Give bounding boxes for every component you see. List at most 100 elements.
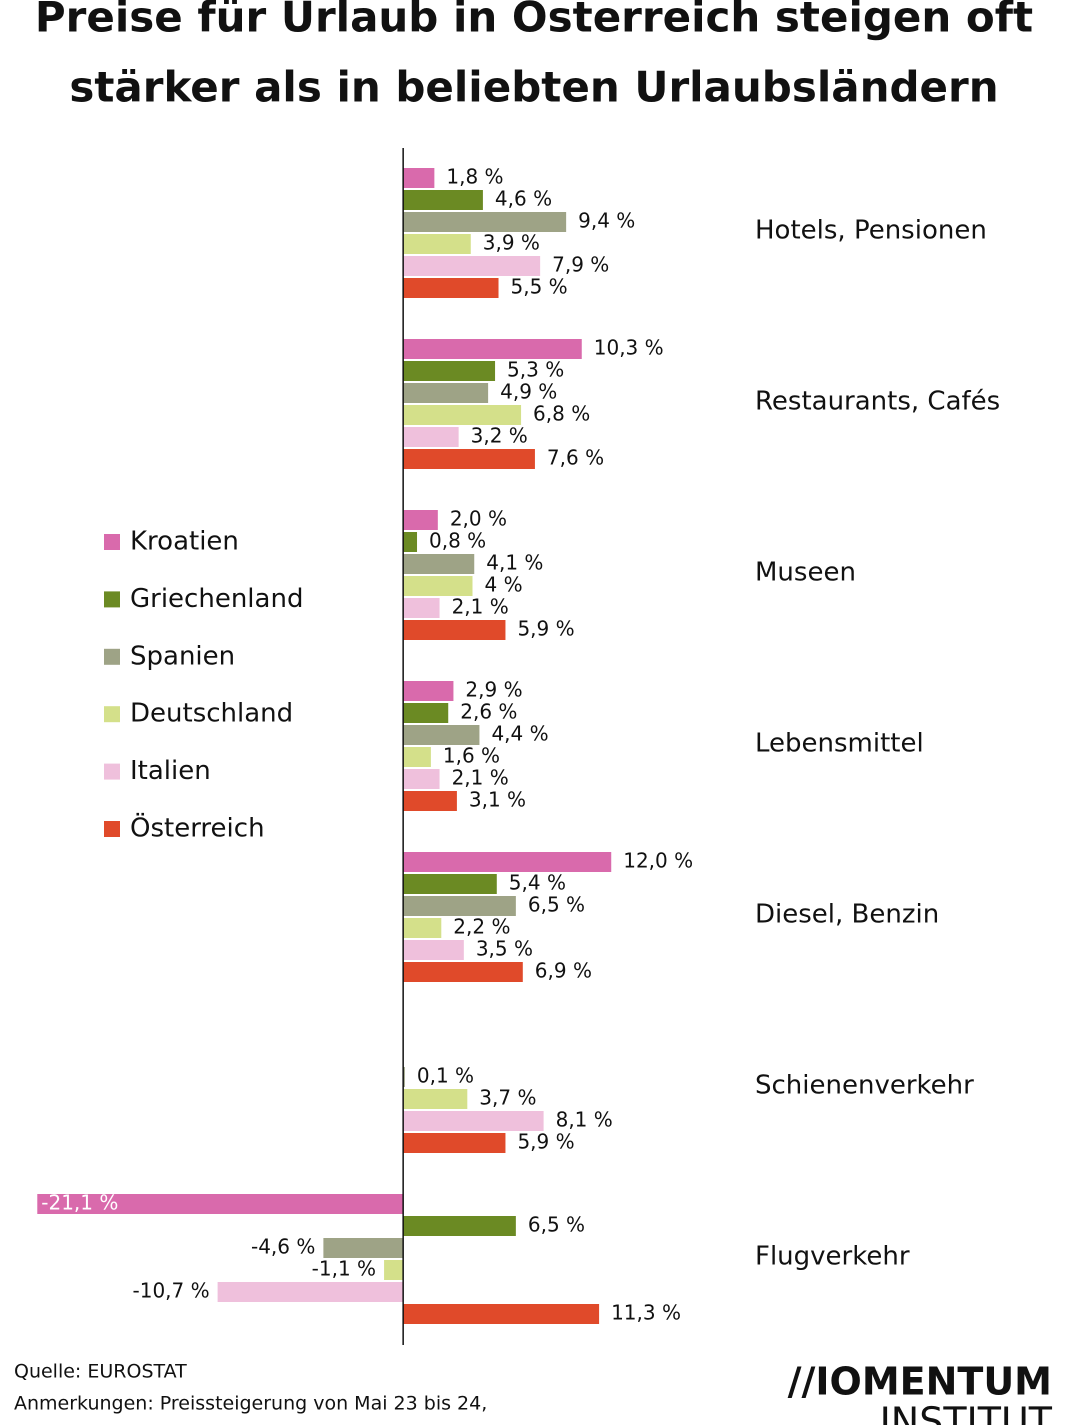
bar [403, 427, 459, 447]
value-label: 8,1 % [556, 1108, 613, 1132]
bar [403, 532, 418, 552]
value-label: 7,9 % [552, 253, 609, 277]
value-label: 2,6 % [460, 700, 517, 724]
logo: //IOMENTUM [788, 1360, 1052, 1404]
value-label: 5,9 % [517, 1130, 574, 1154]
value-label: 11,3 % [611, 1301, 681, 1325]
bar [403, 256, 541, 276]
bar [403, 725, 480, 745]
category-label: Lebensmittel [755, 729, 924, 759]
bar [403, 598, 440, 618]
legend-swatch [104, 706, 120, 723]
bar [403, 212, 567, 232]
value-label: 2,1 % [452, 595, 509, 619]
bar [403, 278, 499, 298]
value-label: 9,4 % [578, 209, 635, 233]
category-label: Flugverkehr [755, 1242, 910, 1272]
value-label: 0,1 % [417, 1064, 474, 1088]
bar [403, 962, 523, 982]
value-label: 2,1 % [452, 766, 509, 790]
value-label: 0,8 % [429, 529, 486, 553]
value-label: -21,1 % [41, 1191, 118, 1215]
bar [403, 449, 535, 469]
legend-label: Griechenland [130, 584, 303, 614]
legend-label: Spanien [130, 641, 235, 671]
value-label: -10,7 % [133, 1279, 210, 1303]
value-label: 4,9 % [500, 380, 557, 404]
value-label: 6,8 % [533, 402, 590, 426]
bar [403, 1067, 405, 1087]
bar [403, 339, 582, 359]
bar [403, 1216, 516, 1236]
source: Quelle: EUROSTAT [14, 1361, 187, 1383]
note: Anmerkungen: Preissteigerung von Mai 23 … [14, 1393, 487, 1415]
value-label: 3,9 % [483, 231, 540, 255]
bar [403, 1089, 468, 1109]
value-label: 3,1 % [469, 788, 526, 812]
value-label: -4,6 % [251, 1235, 315, 1259]
category-label: Restaurants, Cafés [755, 387, 1000, 417]
bar [403, 703, 449, 723]
value-label: 12,0 % [623, 849, 693, 873]
value-label: 2,0 % [450, 507, 507, 531]
bar [403, 747, 431, 767]
bar [403, 1111, 544, 1131]
legend-swatch [104, 648, 120, 665]
bar [403, 361, 496, 381]
value-label: 6,9 % [535, 959, 592, 983]
logo: INSTITUT [880, 1400, 1053, 1425]
value-label: 4,6 % [495, 187, 552, 211]
bar [403, 168, 435, 188]
category-label: Schienenverkehr [755, 1071, 974, 1101]
value-label: 6,5 % [528, 893, 585, 917]
value-label: 7,6 % [547, 446, 604, 470]
bar [403, 940, 464, 960]
legend-label: Italien [130, 756, 211, 786]
bar [403, 576, 473, 596]
chart-title: stärker als in beliebten Urlaubsländern [69, 63, 998, 112]
value-label: 6,5 % [528, 1213, 585, 1237]
legend-swatch [104, 763, 120, 780]
legend-swatch [104, 591, 120, 608]
legend-swatch [104, 821, 120, 837]
bar [403, 1133, 506, 1153]
bar [403, 405, 522, 425]
bar [384, 1260, 404, 1280]
category-label: Diesel, Benzin [755, 900, 939, 930]
value-label: 2,9 % [465, 678, 522, 702]
bar [323, 1238, 404, 1258]
bar [403, 681, 454, 701]
value-label: 5,4 % [509, 871, 566, 895]
category-label: Museen [755, 558, 856, 588]
value-label: 4,4 % [491, 722, 548, 746]
value-label: 10,3 % [594, 336, 664, 360]
bar [217, 1282, 404, 1302]
value-label: 2,2 % [453, 915, 510, 939]
legend-label: Deutschland [130, 699, 293, 729]
bar [403, 791, 457, 811]
bar [403, 1304, 600, 1324]
bar [403, 918, 442, 938]
value-label: 5,5 % [511, 275, 568, 299]
value-label: 1,6 % [443, 744, 500, 768]
bar [403, 383, 489, 403]
value-label: 4 % [485, 573, 523, 597]
value-label: 4,1 % [486, 551, 543, 575]
value-label: 1,8 % [446, 165, 503, 189]
chart-title: Preise für Urlaub in Österreich steigen … [35, 0, 1033, 42]
value-label: 5,3 % [507, 358, 564, 382]
bar [37, 1194, 404, 1214]
legend-label: Kroatien [130, 527, 239, 557]
bar [403, 874, 497, 894]
bar [403, 234, 471, 254]
bar [403, 510, 438, 530]
bar [403, 769, 440, 789]
category-label: Hotels, Pensionen [755, 216, 987, 246]
value-label: 3,7 % [479, 1086, 536, 1110]
value-label: 5,9 % [517, 617, 574, 641]
legend-swatch [104, 534, 120, 550]
bar [403, 554, 475, 574]
bar [403, 896, 516, 916]
value-label: 3,2 % [471, 424, 528, 448]
